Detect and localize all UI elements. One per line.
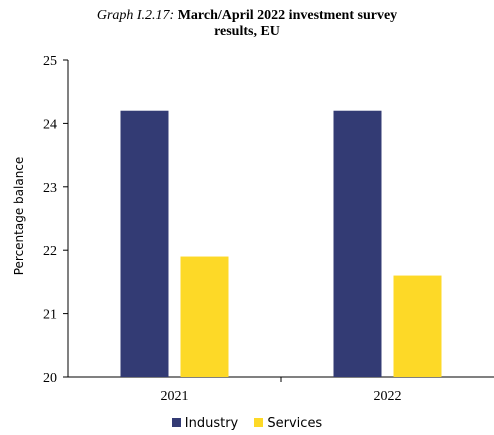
legend-swatch-industry <box>171 418 181 427</box>
chart-title-line1: March/April 2022 investment survey <box>177 8 398 23</box>
chart-title-prefix: Graph I.2.17: <box>96 8 175 23</box>
y-tick-label: 25 <box>43 54 57 69</box>
y-tick-label: 23 <box>43 181 57 196</box>
y-tick-label: 20 <box>43 371 57 386</box>
legend-swatch-services <box>254 418 264 427</box>
bar-services-2021 <box>180 256 229 377</box>
chart-title-line2: results, EU <box>214 24 280 39</box>
legend-label-services: Services <box>267 416 323 431</box>
y-tick-label: 22 <box>43 244 57 259</box>
y-tick-label: 24 <box>43 117 57 132</box>
x-tick-label: 2021 <box>161 389 189 404</box>
legend-item-industry: Industry <box>171 416 239 431</box>
legend-label-industry: Industry <box>184 416 239 431</box>
y-tick-label: 21 <box>43 308 57 323</box>
legend-item-services: Services <box>254 416 322 431</box>
x-tick-label: 2022 <box>374 389 402 404</box>
bar-industry-2021 <box>120 110 169 377</box>
bar-industry-2022 <box>333 110 382 377</box>
legend: Industry Services <box>0 416 494 431</box>
chart-title: Graph I.2.17: March/April 2022 investmen… <box>0 8 494 40</box>
y-axis-label: Percentage balance <box>12 157 26 276</box>
bar-services-2022 <box>393 275 442 377</box>
